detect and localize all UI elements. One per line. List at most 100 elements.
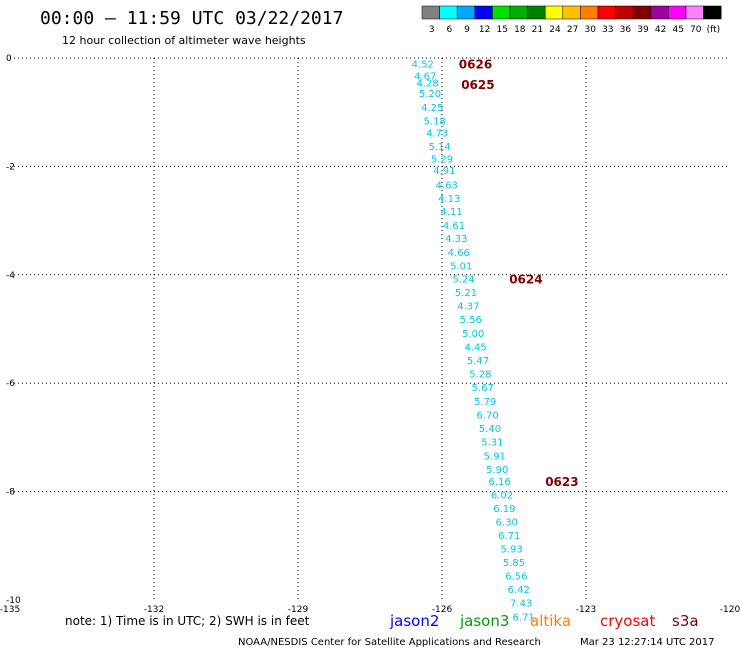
- wave-height-label: 4.13: [438, 194, 460, 205]
- wave-height-label: 6.70: [476, 411, 498, 422]
- x-axis-ticks: -135 -132 -129 -126 -123 -120: [0, 605, 740, 615]
- mission-legend: jason2 jason3 altika cryosat s3a: [389, 612, 699, 630]
- wave-height-label: 6.02: [491, 490, 513, 501]
- wave-height-label: 4.33: [445, 234, 467, 245]
- wave-height-label: 6.30: [496, 517, 518, 528]
- footer-note: note: 1) Time is in UTC; 2) SWH is in fe…: [65, 614, 310, 628]
- colorbar-label: 12: [479, 25, 490, 35]
- wave-height-label: 5.28: [469, 369, 491, 380]
- wave-height-label: 5.14: [428, 142, 450, 153]
- colorbar-swatch: [615, 5, 634, 20]
- colorbar-swatch: [527, 5, 546, 20]
- colorbar-label: 21: [532, 25, 543, 35]
- wave-height-label: 5.01: [450, 262, 472, 273]
- wave-height-label: 5.21: [455, 288, 477, 299]
- wave-height-points: 4.524.674.285.20 4.25 5.184.73 5.145.294.91…: [412, 59, 535, 623]
- wave-height-label: 6.71: [512, 612, 534, 623]
- wave-height-label: 5.93: [500, 545, 522, 556]
- wave-height-label: 7.43: [510, 599, 532, 610]
- colorbar-label: 70: [690, 25, 702, 35]
- mission-legend-item: s3a: [672, 612, 699, 630]
- wave-height-label: 5.91: [484, 451, 506, 462]
- colorbar-label: 39: [637, 25, 649, 35]
- wave-height-label: 4.61: [443, 221, 465, 232]
- x-tick-label: -135: [0, 605, 20, 615]
- wave-height-label: 4.91: [433, 166, 455, 177]
- colorbar-label: 6: [447, 25, 453, 35]
- wave-height-label: 5.24: [452, 275, 474, 286]
- colorbar-swatch: [650, 5, 669, 20]
- colorbar-label: 27: [567, 25, 578, 35]
- wave-height-label: 6.42: [508, 585, 530, 596]
- y-tick-label: -10: [6, 596, 21, 606]
- wave-height-label: 5.18: [424, 116, 446, 127]
- wave-height-label: 5.47: [467, 356, 489, 367]
- colorbar-swatch: [509, 5, 528, 20]
- colorbar-swatch: [632, 5, 652, 20]
- x-tick-label: -126: [432, 605, 453, 615]
- colorbar-swatch: [580, 5, 599, 20]
- colorbar-swatch: [703, 5, 722, 20]
- colorbar-label: 36: [620, 25, 632, 35]
- wave-height-label: 5.56: [460, 315, 482, 326]
- wave-height-label: 4.25: [421, 103, 443, 114]
- wave-height-label: 5.40: [479, 424, 501, 435]
- colorbar-swatch: [685, 5, 704, 20]
- time-label: 0624: [509, 273, 542, 287]
- colorbar-label: 15: [496, 25, 507, 35]
- wave-height-label: 5.29: [431, 154, 453, 165]
- time-label: 0625: [461, 78, 494, 92]
- time-label: 0626: [459, 57, 492, 71]
- time-label: 0623: [545, 475, 578, 489]
- time-labels: 0626 0625 0624 0623: [459, 57, 579, 488]
- y-tick-label: -2: [6, 162, 15, 172]
- mission-legend-item: jason2: [389, 612, 439, 630]
- x-tick-label: -129: [288, 605, 309, 615]
- colorbar-swatch: [597, 5, 616, 20]
- colorbar-swatch: [456, 5, 476, 20]
- chart-subtitle: 12 hour collection of altimeter wave hei…: [62, 34, 306, 47]
- wave-height-label: 4.45: [464, 342, 486, 353]
- colorbar-swatch: [474, 5, 493, 20]
- colorbar: 3 6 9 12 15 18 21 24 27 30 33 36 39 42 45 70 (ft): [421, 5, 722, 35]
- footer-timestamp: Mar 23 12:27:14 UTC 2017: [580, 637, 715, 648]
- y-tick-label: -6: [6, 379, 15, 389]
- mission-legend-item: jason3: [459, 612, 509, 630]
- wave-height-label: 5.20: [419, 89, 441, 100]
- y-tick-label: -4: [6, 271, 15, 281]
- wave-height-label: 5.00: [462, 329, 484, 340]
- wave-height-label: 5.85: [503, 558, 525, 569]
- colorbar-label: 9: [464, 25, 470, 35]
- mission-legend-item: altika: [530, 612, 571, 630]
- wave-height-label: 6.71: [498, 531, 520, 542]
- chart-title: 00:00 – 11:59 UTC 03/22/2017: [40, 8, 343, 29]
- wave-height-label: 6.19: [493, 504, 515, 515]
- y-tick-label: 0: [6, 54, 12, 64]
- colorbar-label: 30: [584, 25, 596, 35]
- wave-height-label: 6.16: [488, 477, 510, 488]
- x-tick-label: -123: [576, 605, 596, 615]
- colorbar-swatch: [562, 5, 581, 20]
- footer-credit: NOAA/NESDIS Center for Satellite Applica…: [238, 637, 541, 648]
- wave-height-label: 4.37: [457, 302, 479, 313]
- plot-grid: [10, 57, 730, 600]
- colorbar-label: 24: [549, 25, 561, 35]
- wave-height-label: 5.31: [481, 438, 503, 449]
- colorbar-label: 33: [602, 25, 613, 35]
- colorbar-label: 3: [429, 25, 435, 35]
- colorbar-swatch: [421, 5, 440, 20]
- colorbar-label: 42: [655, 25, 666, 35]
- wave-height-label: 4.66: [448, 248, 470, 259]
- colorbar-label: (ft): [707, 25, 721, 35]
- wave-height-label: 4.52: [412, 59, 434, 70]
- colorbar-swatch: [492, 5, 511, 20]
- mission-legend-item: cryosat: [600, 612, 655, 630]
- wave-height-label: 4.63: [436, 180, 458, 191]
- colorbar-swatch: [668, 5, 687, 20]
- colorbar-swatch: [544, 5, 564, 20]
- colorbar-label: 45: [672, 25, 683, 35]
- x-tick-label: -132: [144, 605, 164, 615]
- wave-height-label: 4.67: [414, 71, 436, 82]
